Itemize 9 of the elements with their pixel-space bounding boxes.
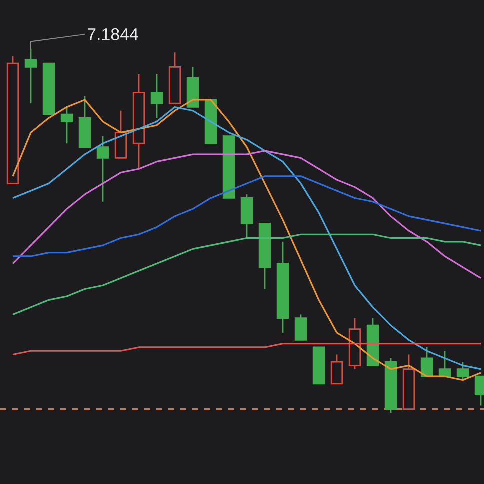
candlestick (456, 361, 470, 381)
candlestick (24, 48, 38, 104)
candlestick (150, 74, 164, 119)
candlestick (96, 136, 110, 203)
candlestick (420, 346, 434, 378)
text: 7.1844 (88, 28, 138, 40)
candlestick (330, 354, 344, 385)
candlestick (60, 106, 74, 144)
candlestick (294, 314, 308, 341)
